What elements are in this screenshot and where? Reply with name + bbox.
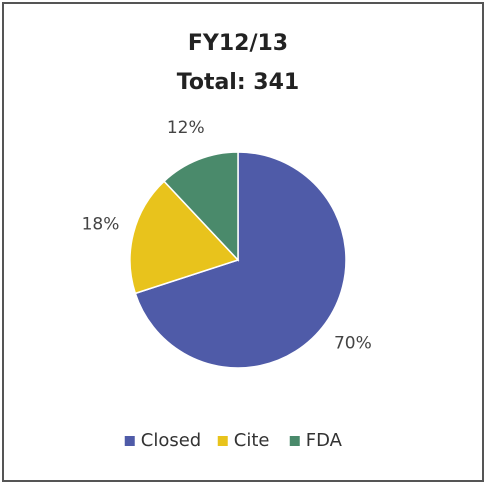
pie-slice	[134, 151, 347, 369]
legend-swatch	[124, 436, 135, 446]
legend-label: Cite	[234, 430, 270, 451]
legend-label: Closed	[141, 430, 201, 451]
legend-swatch	[217, 436, 228, 446]
pie-slice	[129, 180, 240, 295]
data-label: 12%	[167, 118, 205, 138]
legend-swatch	[289, 436, 300, 446]
data-label: 18%	[82, 215, 120, 235]
legend-label: FDA	[306, 430, 343, 451]
pie-slice	[163, 151, 239, 262]
data-label: 70%	[334, 333, 372, 353]
chart-title: FY12/13	[188, 31, 288, 56]
chart-subtitle: Total: 341	[177, 70, 299, 95]
